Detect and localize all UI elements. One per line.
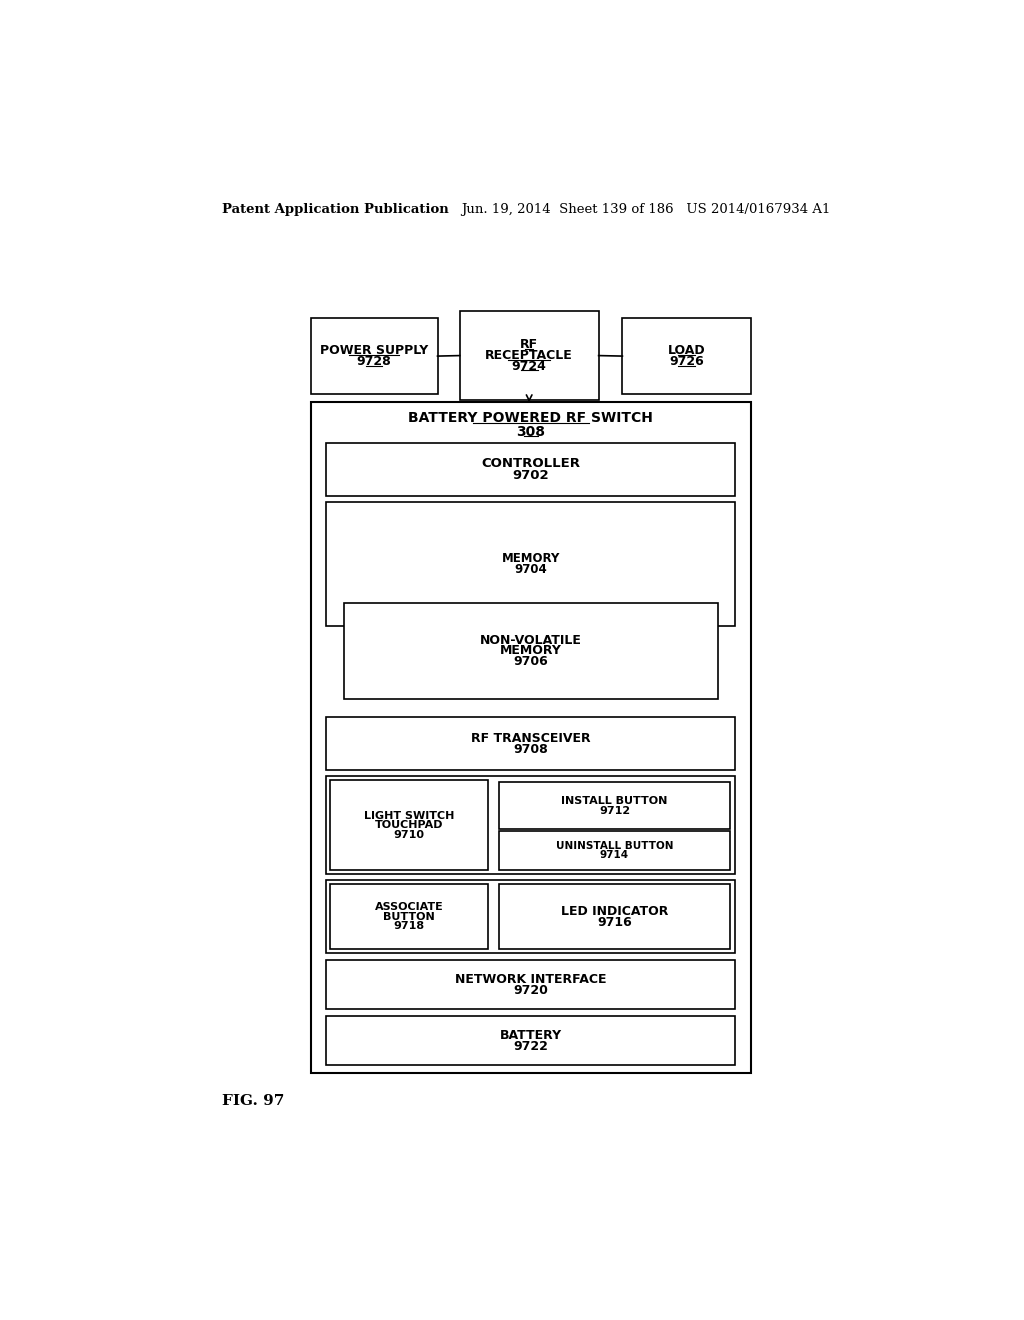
Text: 9702: 9702 (512, 469, 549, 482)
Bar (500, 783, 729, 829)
Bar (327, 880, 735, 953)
Bar (327, 444, 735, 496)
Text: 9710: 9710 (393, 830, 424, 840)
Bar (330, 780, 488, 870)
Text: 308: 308 (516, 425, 545, 438)
Text: FIG. 97: FIG. 97 (221, 1093, 284, 1107)
Text: 9726: 9726 (670, 355, 705, 368)
Text: 9728: 9728 (356, 355, 391, 368)
Bar (327, 502, 735, 626)
Text: Patent Application Publication: Patent Application Publication (221, 203, 449, 215)
Bar (327, 718, 735, 771)
Bar (500, 832, 729, 870)
Text: POWER SUPPLY: POWER SUPPLY (319, 345, 428, 358)
Bar (327, 1016, 735, 1065)
Text: 9716: 9716 (597, 916, 632, 928)
Bar (310, 318, 437, 395)
Bar (327, 776, 735, 874)
Text: 9724: 9724 (512, 360, 547, 372)
Bar (623, 318, 751, 395)
Bar (500, 884, 729, 949)
Text: MEMORY: MEMORY (500, 644, 562, 657)
Text: 9718: 9718 (393, 921, 425, 931)
Text: NETWORK INTERFACE: NETWORK INTERFACE (455, 973, 606, 986)
Text: LOAD: LOAD (668, 345, 706, 358)
Bar (330, 884, 488, 949)
Text: INSTALL BUTTON: INSTALL BUTTON (561, 796, 668, 807)
Text: 9704: 9704 (514, 562, 547, 576)
Text: BATTERY: BATTERY (500, 1028, 562, 1041)
Text: BUTTON: BUTTON (383, 912, 435, 921)
Text: RF: RF (520, 338, 539, 351)
Text: 9708: 9708 (513, 743, 548, 756)
Bar (327, 961, 735, 1008)
Text: LIGHT SWITCH: LIGHT SWITCH (364, 810, 454, 821)
Text: MEMORY: MEMORY (502, 552, 560, 565)
Bar (310, 403, 751, 1073)
Text: LED INDICATOR: LED INDICATOR (561, 904, 669, 917)
Text: TOUCHPAD: TOUCHPAD (375, 820, 443, 830)
Text: 9722: 9722 (513, 1040, 548, 1052)
Text: Jun. 19, 2014  Sheet 139 of 186   US 2014/0167934 A1: Jun. 19, 2014 Sheet 139 of 186 US 2014/0… (461, 203, 830, 215)
Text: BATTERY POWERED RF SWITCH: BATTERY POWERED RF SWITCH (409, 412, 653, 425)
Text: UNINSTALL BUTTON: UNINSTALL BUTTON (556, 841, 673, 851)
Text: 9720: 9720 (513, 983, 548, 997)
Bar (460, 312, 599, 400)
Text: CONTROLLER: CONTROLLER (481, 457, 581, 470)
Text: 9714: 9714 (600, 850, 629, 861)
Bar (344, 602, 718, 700)
Text: NON-VOLATILE: NON-VOLATILE (480, 634, 582, 647)
Text: RF TRANSCEIVER: RF TRANSCEIVER (471, 733, 591, 744)
Text: RECEPTACLE: RECEPTACLE (485, 348, 573, 362)
Text: 9706: 9706 (513, 655, 548, 668)
Text: 9712: 9712 (599, 805, 630, 816)
Text: ASSOCIATE: ASSOCIATE (375, 902, 443, 912)
